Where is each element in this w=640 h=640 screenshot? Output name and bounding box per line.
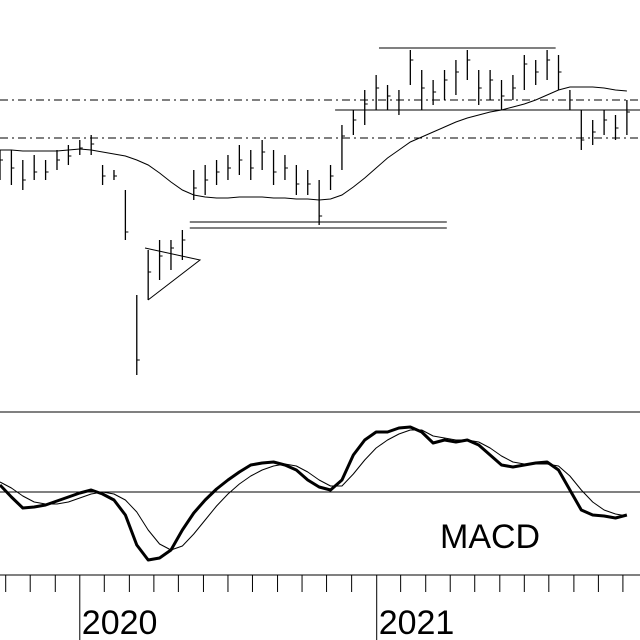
macd-label: MACD [440, 518, 540, 556]
x-tick-label: 2021 [379, 604, 455, 640]
x-tick-label: 2020 [82, 604, 158, 640]
moving-average [0, 86, 627, 201]
macd-line [0, 425, 628, 562]
macd-line [0, 429, 627, 551]
triangle-pattern [144, 247, 202, 301]
